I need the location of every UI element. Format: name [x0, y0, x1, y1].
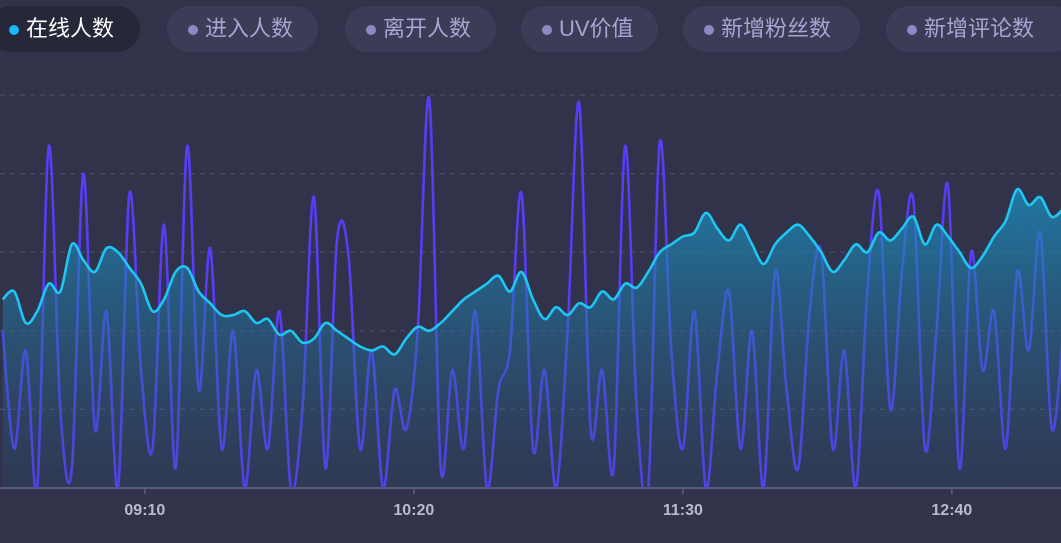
tab[interactable]: 在线人数 [0, 6, 140, 52]
tab-dot [704, 25, 714, 35]
tab-pill [167, 6, 318, 52]
x-tick-label: 09:10 [124, 502, 165, 519]
line [1, 187, 1061, 356]
tab-dot [542, 25, 552, 35]
tab-label: UV价值 [559, 16, 634, 41]
x-tick-label: 10:20 [393, 502, 434, 519]
tab[interactable]: 离开人数 [345, 6, 496, 52]
tab-dot [366, 25, 376, 35]
tab[interactable]: 新增评论数 [886, 6, 1061, 52]
tab[interactable]: 进入人数 [167, 6, 318, 52]
tab-pill [521, 6, 658, 52]
x-tick-label: 11:30 [663, 502, 703, 519]
tab-dot [188, 25, 198, 35]
tab[interactable]: 新增粉丝数 [683, 6, 860, 52]
tab-dot [907, 25, 917, 35]
tab-pill [886, 6, 1061, 52]
tab-label: 在线人数 [26, 16, 114, 41]
tab-pill [345, 6, 496, 52]
tab-pill [683, 6, 860, 52]
tab-label: 离开人数 [383, 16, 471, 41]
tab-label: 新增评论数 [924, 16, 1034, 41]
tab[interactable]: UV价值 [521, 6, 658, 52]
x-tick-label: 12:40 [931, 502, 972, 519]
area [2, 189, 1061, 488]
tab-label: 进入人数 [205, 16, 293, 41]
tab-label: 新增粉丝数 [721, 16, 831, 41]
tab-pill [0, 6, 140, 52]
tab-dot [9, 25, 19, 35]
